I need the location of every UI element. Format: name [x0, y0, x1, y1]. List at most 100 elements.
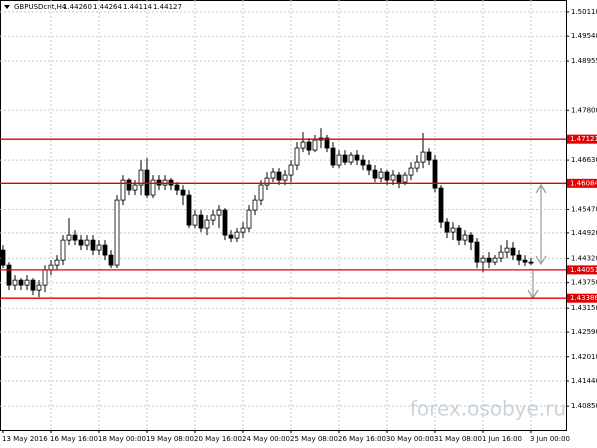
x-tick-label: 16 May 16:00	[50, 435, 98, 443]
level-label: 1.47121	[570, 135, 597, 143]
candle-body	[90, 239, 96, 251]
candle-body	[480, 257, 486, 263]
candle-body	[468, 234, 474, 243]
x-tick-label: 19 May 08:00	[146, 435, 194, 443]
candle-body	[360, 159, 366, 166]
candle-body	[78, 239, 84, 246]
x-tick-label: 20 May 16:00	[194, 435, 242, 443]
level-label-bg	[567, 265, 597, 275]
candle-body	[60, 239, 66, 261]
candle-body	[270, 171, 276, 179]
candle-body	[504, 247, 510, 253]
candle-body	[474, 241, 480, 263]
candle-body	[330, 147, 336, 166]
candle-body	[378, 171, 384, 179]
candle-body	[216, 209, 222, 216]
candle-body	[396, 174, 402, 183]
y-tick-label: 1.43150	[571, 304, 597, 312]
x-tick-label: 18 May 00:00	[98, 435, 146, 443]
candle-body	[210, 214, 216, 221]
candle-body	[264, 177, 270, 186]
candle-body	[342, 154, 348, 163]
candle-body	[156, 179, 162, 186]
candle-body	[354, 154, 360, 161]
candle-body	[192, 214, 198, 226]
candle-body	[246, 209, 252, 229]
candle-body	[414, 161, 420, 169]
candle-body	[528, 261, 534, 264]
candle-body	[456, 227, 462, 241]
x-tick-label: 26 May 16:00	[338, 435, 386, 443]
y-tick-label: 1.40850	[571, 402, 597, 410]
y-tick-label: 1.50110	[571, 8, 597, 16]
x-tick-label: 24 May 00:00	[242, 435, 290, 443]
y-tick-label: 1.48955	[571, 57, 597, 65]
candle-body	[84, 239, 90, 246]
candle-body	[30, 279, 36, 291]
candle-body	[444, 221, 450, 233]
candle-body	[324, 137, 330, 149]
candle-body	[228, 234, 234, 239]
candle-body	[276, 171, 282, 181]
candle-body	[516, 254, 522, 261]
candle-body	[366, 164, 372, 171]
watermark: forex.osobye.ru	[410, 397, 566, 421]
candle-body	[408, 167, 414, 176]
candle-body	[6, 264, 12, 286]
level-label-bg	[567, 178, 597, 188]
candle-body	[186, 194, 192, 226]
x-tick-label: 25 May 08:00	[290, 435, 338, 443]
candle-body	[240, 227, 246, 233]
candle-body	[54, 259, 60, 266]
header-high: 1.44264	[93, 3, 122, 11]
candle-body	[18, 279, 24, 286]
candle-body	[258, 184, 264, 201]
candle-body	[222, 209, 228, 236]
candle-body	[12, 279, 18, 286]
candle-body	[168, 179, 174, 186]
candle-body	[252, 199, 258, 211]
candle-body	[282, 174, 288, 181]
candle-body	[150, 179, 156, 196]
candle-body	[426, 151, 432, 161]
candle-body	[162, 179, 168, 186]
y-tick-label: 1.47800	[571, 106, 597, 114]
level-label-bg	[567, 293, 597, 303]
level-label: 1.44051	[570, 266, 597, 274]
header-close: 1.44127	[153, 3, 182, 11]
candle-body	[306, 141, 312, 151]
candle-body	[144, 169, 150, 196]
x-tick-label: 30 May 00:00	[386, 435, 434, 443]
level-label-bg	[567, 134, 597, 144]
candle-body	[432, 159, 438, 189]
candle-body	[204, 219, 210, 229]
header-open: 1.44260	[63, 3, 92, 11]
x-tick-label: 3 Jun 00:00	[530, 435, 570, 443]
candle-body	[174, 184, 180, 191]
candle-body	[120, 179, 126, 201]
candle-body	[66, 234, 72, 241]
header-low: 1.44114	[123, 3, 152, 11]
candle-body	[492, 257, 498, 263]
y-tick-label: 1.42590	[571, 328, 597, 336]
y-tick-label: 1.44320	[571, 254, 597, 262]
y-tick-label: 1.45470	[571, 205, 597, 213]
candle-body	[108, 254, 114, 266]
x-tick-label: 31 May 08:00	[434, 435, 482, 443]
candle-body	[462, 234, 468, 241]
candle-body	[384, 171, 390, 181]
candle-body	[138, 169, 144, 186]
candle-body	[522, 259, 528, 263]
x-tick-label: 1 Jun 16:00	[482, 435, 522, 443]
candle-body	[288, 164, 294, 176]
y-tick-label: 1.49540	[571, 32, 597, 40]
level-label: 1.46084	[570, 179, 597, 187]
candle-body	[96, 244, 102, 251]
y-tick-label: 1.41440	[571, 377, 597, 385]
candle-body	[372, 169, 378, 179]
candle-body	[72, 234, 78, 241]
candle-body	[312, 139, 318, 151]
candle-body	[294, 147, 300, 166]
candle-body	[336, 154, 342, 166]
candle-body	[198, 214, 204, 229]
